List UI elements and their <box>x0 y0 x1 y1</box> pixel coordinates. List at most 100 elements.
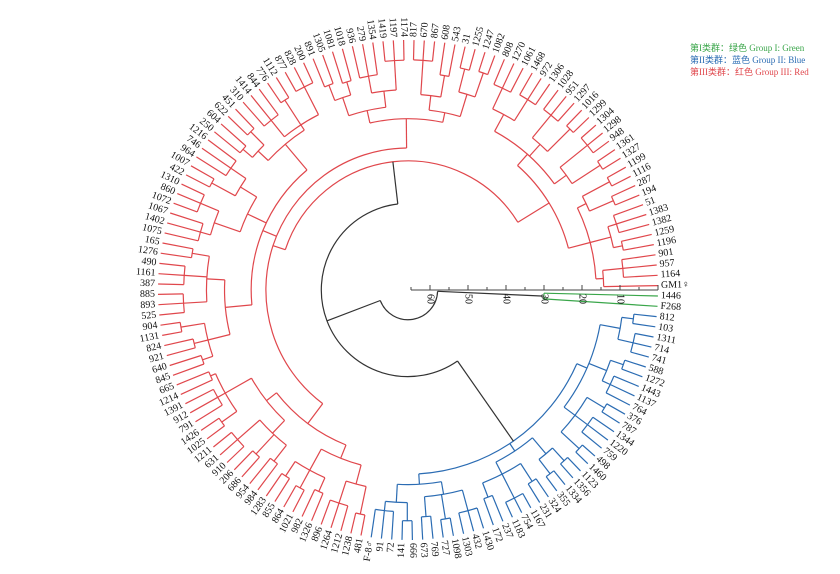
branch-radial <box>557 102 575 122</box>
branch-radial <box>185 388 214 405</box>
branch-radial <box>292 489 305 513</box>
branch-arc <box>538 447 553 460</box>
branch-radial <box>547 128 571 152</box>
branch-radial <box>240 186 258 198</box>
branch-radial <box>630 351 649 358</box>
branch-radial <box>624 359 646 368</box>
branch-arc <box>413 59 433 62</box>
branch-blue-stem <box>457 360 514 442</box>
branch-radial <box>566 109 583 127</box>
branch-radial <box>309 448 322 471</box>
leaf-label: 172 <box>489 526 504 544</box>
branch-radial <box>611 185 636 198</box>
branch-radial <box>284 99 302 126</box>
branch-radial <box>554 174 567 185</box>
branch-radial <box>241 456 260 478</box>
leaf-label: 1212 <box>329 532 345 554</box>
branch-radial <box>307 403 324 424</box>
branch-radial <box>224 377 252 394</box>
branch-radial <box>563 406 576 416</box>
branch-arc <box>606 177 613 187</box>
branch-radial <box>207 139 237 162</box>
branch-radial <box>513 497 523 513</box>
branch-arc <box>621 259 625 278</box>
branch-radial <box>230 167 247 179</box>
branch-radial <box>587 424 609 441</box>
branch-radial <box>207 333 231 341</box>
leaf-label: 808 <box>500 41 516 59</box>
branch-radial <box>300 124 305 131</box>
scale-tick-label: 40 <box>501 294 512 304</box>
legend-item-group-2: 第II类群：蓝色 Group II: Blue <box>690 55 806 65</box>
branch-radial <box>621 254 656 261</box>
branch-radial <box>428 95 432 111</box>
branch-radial <box>242 148 253 158</box>
branch-rb-stem <box>326 299 381 322</box>
branch-radial <box>214 222 241 233</box>
branch-radial <box>250 131 265 146</box>
branch-radial <box>180 379 213 395</box>
leaf-label: 490 <box>141 256 157 269</box>
branch-arc <box>458 91 476 98</box>
branch-radial <box>219 439 238 456</box>
branch-radial <box>320 499 331 525</box>
branch-arc <box>324 83 334 88</box>
branch-radial <box>522 493 532 509</box>
branch-radial <box>284 143 308 171</box>
branch-radial <box>531 114 552 139</box>
branch-arc <box>212 389 223 406</box>
leaf-label: 769 <box>428 541 440 557</box>
branch-radial <box>382 41 386 62</box>
branch-radial <box>164 232 199 242</box>
leaf-label: 1161 <box>136 267 156 279</box>
branch-radial <box>517 202 550 223</box>
leaf-label: 741 <box>650 352 667 367</box>
branch-radial <box>575 451 589 465</box>
branch-radial <box>550 96 567 116</box>
branch-radial <box>431 41 436 62</box>
branch-radial <box>395 484 398 503</box>
leaf-label: 957 <box>659 258 675 270</box>
branch-arc <box>519 94 536 106</box>
branch-radial <box>491 495 504 522</box>
branch-radial <box>501 473 515 499</box>
scale-tick-label: 60 <box>425 294 436 304</box>
branch-radial <box>621 316 634 320</box>
branch-radial <box>513 99 529 122</box>
branch-radial <box>159 311 185 316</box>
branch-radial <box>538 459 551 475</box>
branch-radial <box>510 67 524 93</box>
leaf-label: 893 <box>140 299 156 311</box>
branch-arc <box>397 481 442 486</box>
branch-radial <box>226 446 245 463</box>
branch-radial <box>355 464 362 485</box>
branch-radial <box>267 82 282 104</box>
branch-radial <box>158 283 184 286</box>
branch-radial <box>606 403 626 415</box>
branch-radial <box>572 117 590 133</box>
leaf-label: 141 <box>396 543 407 558</box>
branch-radial <box>176 371 210 386</box>
branch-radial <box>461 489 469 511</box>
branch-radial <box>422 40 425 61</box>
branch-radial <box>581 431 602 449</box>
branch-radial <box>158 302 184 306</box>
branch-radial <box>440 75 446 98</box>
branch-radial <box>589 200 614 212</box>
branch-radial <box>603 285 659 288</box>
branch-radial <box>505 502 513 518</box>
branch-radial <box>613 204 644 216</box>
leaf-label: 525 <box>141 310 157 322</box>
leaf-labels: 1446F26881210313117147415881272144311377… <box>136 17 690 562</box>
scale-bar: 60 50 40 30 20 10 <box>410 285 659 304</box>
branch-radial <box>589 236 612 244</box>
branch-radial <box>393 60 397 91</box>
branch-radial <box>380 510 385 539</box>
branch-arc <box>620 241 624 251</box>
leaf-label: 817 <box>408 22 419 37</box>
leaf-label: 1255 <box>470 26 486 48</box>
branch-radial <box>183 301 207 304</box>
leaf-label: 1402 <box>144 211 166 227</box>
branch-radial <box>623 274 658 278</box>
branch-radial <box>346 81 352 96</box>
